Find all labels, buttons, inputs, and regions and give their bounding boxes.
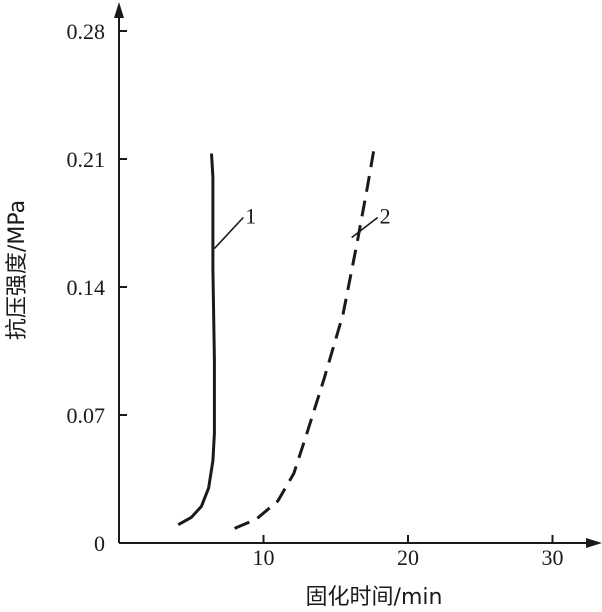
series-2-leader — [351, 216, 379, 239]
x-tick-label: 30 — [542, 545, 564, 570]
series-1-label: 1 — [245, 204, 256, 229]
series-2-line — [234, 144, 377, 530]
y-ticks: 0 0.07 0.14 0.21 0.28 — [67, 19, 127, 556]
y-tick-label: 0.21 — [67, 147, 106, 172]
x-axis-arrow — [586, 538, 602, 548]
y-tick-label: 0 — [94, 531, 105, 556]
series-2-label: 2 — [380, 204, 391, 229]
y-axis-arrow — [114, 2, 124, 18]
x-tick-label: 10 — [253, 545, 275, 570]
x-ticks: 10 20 30 — [253, 535, 564, 570]
x-axis-title: 固化时间/min — [306, 585, 443, 610]
y-tick-label: 0.14 — [67, 275, 106, 300]
series-1-line — [177, 153, 216, 527]
y-axis-title: 抗压强度/MPa — [5, 200, 30, 340]
x-tick-label: 20 — [397, 545, 419, 570]
y-tick-label: 0.07 — [67, 403, 106, 428]
y-tick-label: 0.28 — [67, 19, 106, 44]
series-1-leader — [213, 216, 244, 250]
axes — [114, 2, 602, 548]
